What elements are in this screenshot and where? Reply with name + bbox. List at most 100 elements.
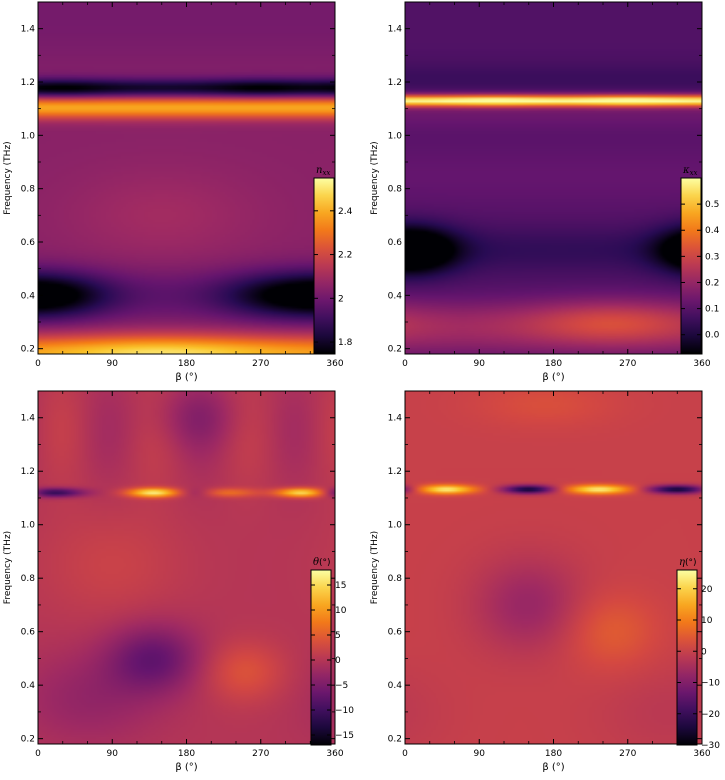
y-tick-label: 1.2	[21, 467, 35, 477]
colorbar-title-main: η	[679, 557, 685, 568]
colorbar-nxx	[313, 177, 335, 354]
x-axis-label: β (°)	[542, 762, 564, 773]
y-tick-label: 0.6	[21, 628, 36, 638]
colorbar-tick-label: 0.2	[705, 278, 719, 288]
y-tick-label: 1.2	[388, 78, 402, 88]
y-tick-label: 1.2	[21, 78, 35, 88]
colorbar-title-main: κ	[682, 165, 690, 176]
colorbar-title: nxx	[316, 165, 330, 177]
colorbar-title-unit: (°)	[319, 558, 331, 568]
colorbar-title: η(°)	[679, 557, 697, 568]
colorbar-title-main: n	[316, 165, 322, 176]
y-tick-label: 0.8	[21, 185, 36, 195]
colorbar-title: κxx	[682, 165, 698, 177]
colorbar-tick-label: 5	[335, 631, 341, 641]
y-axis-label: Frequency (THz)	[3, 141, 13, 214]
colorbar-tick-label: 0.0	[705, 331, 720, 341]
colorbar-tick-label: 10	[335, 606, 347, 616]
x-tick-label: 180	[178, 359, 195, 369]
x-tick-label: 270	[619, 749, 636, 759]
x-tick-label: 90	[107, 359, 119, 369]
colorbar-kxx	[680, 177, 702, 354]
colorbar-tick-label: 0.3	[705, 252, 719, 262]
colorbar-tick-label: 10	[701, 616, 713, 626]
colorbar-tick-label: −10	[701, 679, 720, 689]
x-tick-label: 180	[545, 359, 562, 369]
colorbar-tick-label: −10	[335, 706, 354, 716]
colorbar-theta	[310, 569, 332, 746]
x-tick-label: 360	[326, 749, 343, 759]
colorbar-title-unit: (°)	[685, 558, 697, 568]
colorbar-title-main: θ	[313, 557, 319, 568]
x-axis-label: β (°)	[542, 372, 564, 383]
y-tick-label: 1.2	[388, 467, 402, 477]
colorbar-tick-label: −5	[335, 681, 348, 691]
y-tick-label: 0.4	[388, 681, 403, 691]
x-tick-label: 270	[252, 749, 269, 759]
colorbar-tick-label: 0.5	[705, 200, 719, 210]
x-tick-label: 180	[178, 749, 195, 759]
x-tick-label: 360	[693, 749, 710, 759]
y-tick-label: 1.0	[21, 521, 36, 531]
colorbar-title-sub: xx	[690, 169, 698, 177]
colorbar-title: θ(°)	[313, 557, 331, 568]
heatmap-kxx	[405, 2, 702, 354]
chart-eta: 0 90 180 270 360 0.2 0.4 0.6 0.8 1.0 1.2 1.4 β (°) Fr…	[370, 390, 720, 773]
x-tick-label: 0	[35, 749, 41, 759]
colorbar-title-sub: xx	[322, 169, 330, 177]
heatmap-eta	[405, 391, 702, 744]
x-axis-label: β (°)	[175, 762, 197, 773]
colorbar-tick-label: 2.4	[338, 207, 353, 217]
colorbar-tick-label: 2.2	[338, 251, 352, 261]
y-tick-label: 0.6	[388, 628, 403, 638]
y-tick-label: 0.2	[388, 345, 402, 355]
x-tick-label: 360	[326, 359, 343, 369]
y-tick-label: 0.4	[21, 291, 36, 301]
colorbar-tick-label: −30	[701, 741, 720, 751]
colorbar-eta	[676, 569, 698, 746]
y-tick-label: 1.4	[388, 414, 403, 424]
x-tick-label: 90	[474, 359, 486, 369]
y-tick-label: 1.0	[388, 131, 403, 141]
x-tick-label: 90	[474, 749, 486, 759]
y-tick-label: 1.4	[21, 414, 36, 424]
y-tick-label: 1.0	[388, 521, 403, 531]
heatmap-theta	[38, 391, 335, 744]
colorbar-tick-label: 0	[701, 647, 707, 657]
y-tick-label: 0.2	[21, 735, 35, 745]
x-tick-label: 90	[107, 749, 119, 759]
chart-kxx: 0 90 180 270 360 0.2 0.4 0.6 0.8 1.0 1.2 1.4 β (°) Fr…	[370, 1, 720, 383]
x-tick-label: 180	[545, 749, 562, 759]
colorbar-tick-label: 20	[701, 585, 713, 595]
y-axis-label: Frequency (THz)	[370, 141, 380, 214]
colorbar-tick-label: −20	[701, 710, 720, 720]
x-tick-label: 0	[402, 359, 408, 369]
colorbar-tick-label: 15	[335, 581, 346, 591]
colorbar-tick-label: 0.4	[705, 226, 720, 236]
colorbar-tick-label: −15	[335, 731, 354, 741]
chart-nxx: 0 90 180 270 360 0.2 0.4 0.6 0.8 1.0 1.2 1.4 β (°) Fr…	[3, 1, 353, 383]
x-tick-label: 270	[619, 359, 636, 369]
y-tick-label: 0.2	[21, 345, 35, 355]
y-tick-label: 0.4	[21, 681, 36, 691]
y-tick-label: 1.4	[388, 25, 403, 35]
y-tick-label: 1.0	[21, 131, 36, 141]
x-tick-label: 360	[693, 359, 710, 369]
y-tick-label: 0.8	[388, 574, 403, 584]
x-tick-label: 0	[402, 749, 408, 759]
y-tick-label: 0.2	[388, 735, 402, 745]
x-axis-label: β (°)	[175, 372, 197, 383]
y-tick-label: 0.4	[388, 291, 403, 301]
colorbar-tick-label: 1.8	[338, 338, 353, 348]
colorbar-tick-label: 2	[338, 294, 344, 304]
colorbar-tick-label: 0.1	[705, 305, 719, 315]
y-tick-label: 1.4	[21, 25, 36, 35]
x-tick-label: 0	[35, 359, 41, 369]
y-tick-label: 0.8	[21, 574, 36, 584]
heatmap-nxx	[38, 2, 335, 354]
y-tick-label: 0.6	[388, 238, 403, 248]
chart-theta: 0 90 180 270 360 0.2 0.4 0.6 0.8 1.0 1.2 1.4 β (°) Fr…	[3, 390, 354, 773]
x-tick-label: 270	[252, 359, 269, 369]
y-tick-label: 0.8	[388, 185, 403, 195]
